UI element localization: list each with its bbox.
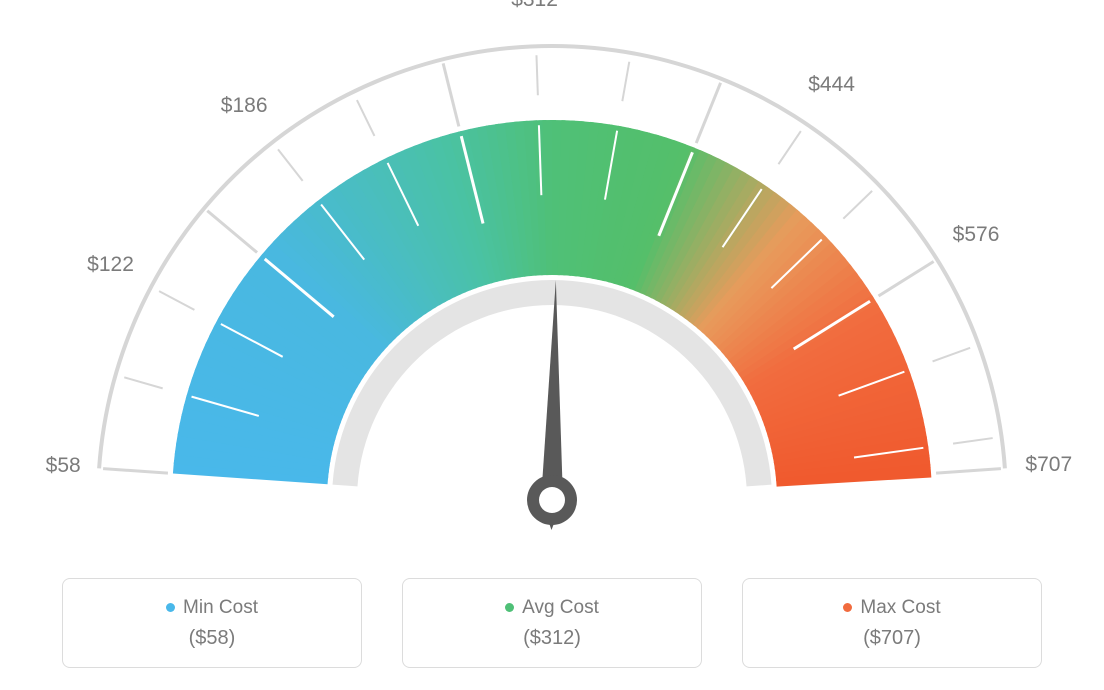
cost-gauge: $58 $122 $186 $312 $444 $576 $707: [0, 0, 1104, 560]
gauge-tick-label: $444: [808, 73, 855, 97]
legend-avg-label: Avg Cost: [522, 597, 599, 619]
gauge-tick-label: $707: [1025, 453, 1072, 477]
legend-max: Max Cost ($707): [742, 578, 1042, 668]
legend-min-value: ($58): [189, 627, 236, 650]
legend-min-label: Min Cost: [183, 597, 258, 619]
gauge-tick-label: $58: [46, 454, 81, 478]
gauge-tick-label: $186: [221, 94, 268, 118]
legend-min-dot: [166, 603, 175, 612]
legend-avg-value: ($312): [523, 627, 581, 650]
legend-min: Min Cost ($58): [62, 578, 362, 668]
legend-avg: Avg Cost ($312): [402, 578, 702, 668]
legend-max-label: Max Cost: [860, 597, 940, 619]
gauge-tick-label: $576: [953, 223, 1000, 247]
legend-row: Min Cost ($58) Avg Cost ($312) Max Cost …: [0, 578, 1104, 668]
gauge-tick-label: $122: [87, 253, 134, 277]
gauge-tick-label: $312: [511, 0, 558, 12]
legend-max-dot: [843, 603, 852, 612]
legend-max-value: ($707): [863, 627, 921, 650]
legend-avg-dot: [505, 603, 514, 612]
